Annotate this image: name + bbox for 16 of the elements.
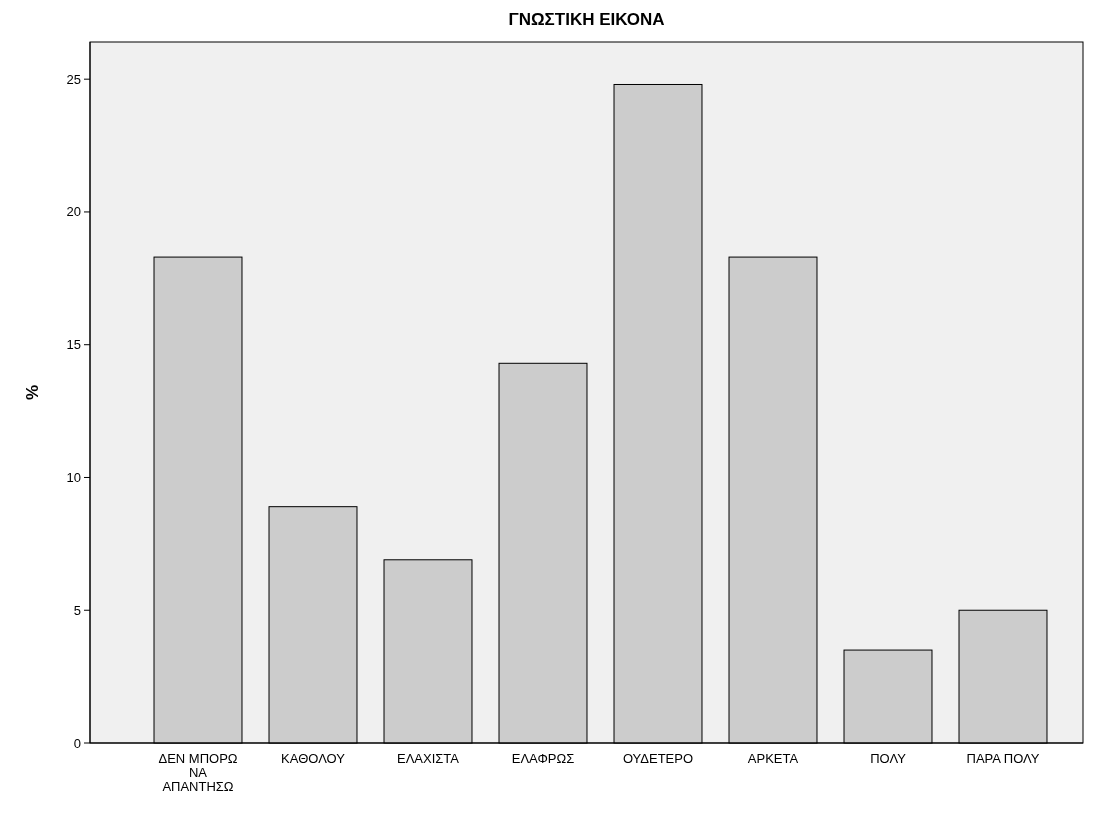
y-tick-label: 15 [66, 337, 81, 353]
chart-title: ΓΝΩΣΤΙΚΗ ΕΙΚΟΝΑ [508, 10, 665, 29]
y-axis-title: % [23, 384, 42, 401]
x-tick-label: ΠΟΛΥ [870, 751, 907, 766]
x-tick-label: ΟΥΔΕΤΕΡΟ [622, 751, 694, 766]
x-tick-label: ΑΡΚΕΤΑ [747, 751, 799, 766]
x-tick-label: ΕΛΑΦΡΩΣ [511, 751, 575, 766]
x-tick-label: ΔΕΝ ΜΠΟΡΩ ΝΑ ΑΠΑΝΤΗΣΩ [158, 751, 238, 794]
x-tick-label: ΕΛΑΧΙΣΤΑ [397, 751, 460, 766]
y-tick-label: 0 [73, 735, 81, 751]
x-tick-label: ΠΑΡΑ ΠΟΛΥ [966, 751, 1040, 766]
y-tick-label: 20 [66, 204, 81, 220]
x-tick-label: ΚΑΘΟΛΟΥ [281, 751, 346, 766]
y-tick-label: 10 [66, 470, 81, 486]
y-tick-label: 5 [73, 602, 81, 618]
y-tick-label: 25 [66, 71, 81, 87]
